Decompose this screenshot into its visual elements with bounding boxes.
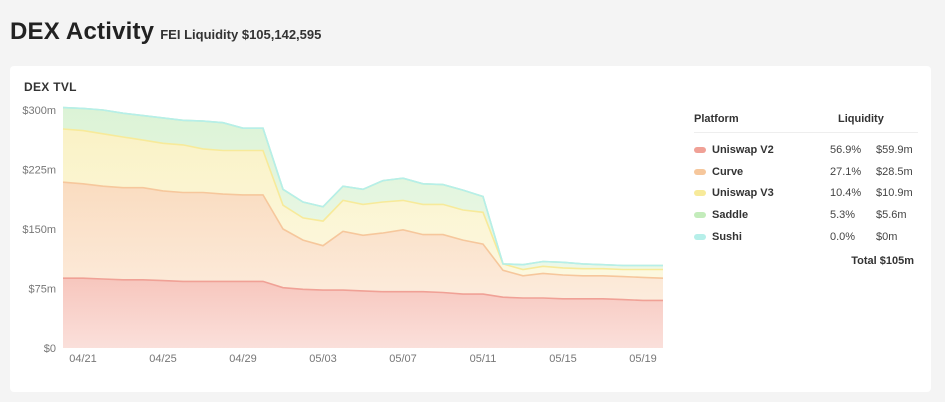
legend-percent: 10.4% <box>830 187 862 200</box>
legend-percent: 0.0% <box>830 230 856 243</box>
legend-platform-name: Uniswap V3 <box>712 187 774 200</box>
legend-liquidity-value: $0m <box>876 230 898 243</box>
legend-liquidity-value: $5.6m <box>876 208 907 221</box>
legend-liquidity-value: $28.5m <box>876 165 913 178</box>
dex-tvl-chart[interactable]: $0 $75m $150m $225m $300m 04/21 04/25 04/29 05/… <box>10 66 690 392</box>
x-tick-label: 05/03 <box>309 353 337 365</box>
legend-swatch <box>694 168 706 175</box>
platform-legend: Platform Liquidity Uniswap V2 56.9% $59.9m… <box>694 106 918 267</box>
legend-percent: 5.3% <box>830 208 856 221</box>
y-tick-label: $300m <box>22 105 56 117</box>
legend-liquidity-value: $10.9m <box>876 187 913 200</box>
legend-row[interactable]: Sushi 0.0% $0m <box>694 226 918 248</box>
legend-swatch <box>694 211 706 218</box>
x-tick-label: 05/07 <box>389 353 417 365</box>
card-title: DEX TVL <box>24 80 77 94</box>
area-series-curve[interactable] <box>63 182 663 301</box>
legend-platform-name: Saddle <box>712 208 749 221</box>
x-tick-label: 04/29 <box>229 353 257 365</box>
area-series-uniswap-v3[interactable] <box>63 129 663 279</box>
legend-percent: 56.9% <box>830 143 862 156</box>
legend-row[interactable]: Uniswap V2 56.9% $59.9m <box>694 139 918 161</box>
x-tick-label: 05/11 <box>470 353 497 365</box>
line-series-uniswap-v2 <box>63 277 663 302</box>
line-series-sushi <box>62 106 663 267</box>
fei-liquidity-subtitle: FEI Liquidity $105,142,595 <box>160 27 322 42</box>
x-tick-label: 05/15 <box>549 353 577 365</box>
page-header: DEX Activity FEI Liquidity $105,142,595 <box>10 18 321 46</box>
legend-swatch <box>694 233 706 240</box>
area-series-uniswap-v2[interactable] <box>63 278 663 348</box>
legend-platform-name: Uniswap V2 <box>712 143 774 156</box>
x-tick-label: 04/25 <box>149 353 177 365</box>
legend-percent: 27.1% <box>830 165 862 178</box>
legend-row[interactable]: Curve 27.1% $28.5m <box>694 161 918 183</box>
legend-liquidity-value: $59.9m <box>876 143 913 156</box>
legend-swatch <box>694 146 706 153</box>
line-series-curve <box>62 181 664 279</box>
x-tick-label: 04/21 <box>69 353 97 365</box>
legend-platform-name: Curve <box>712 165 744 178</box>
area-series-saddle[interactable] <box>63 107 663 270</box>
dex-tvl-card: DEX TVL $0 $75m $150m $225m $300m 04/21 04/25… <box>10 66 931 392</box>
liquidity-header: Liquidity <box>838 113 884 125</box>
y-tick-label: $0 <box>44 343 56 355</box>
page-title: DEX Activity <box>10 18 155 45</box>
y-tick-label: $225m <box>22 165 56 177</box>
legend-platform-name: Sushi <box>712 230 742 243</box>
x-tick-label: 05/19 <box>629 353 657 365</box>
y-tick-label: $150m <box>22 224 56 236</box>
y-tick-label: $75m <box>28 284 56 296</box>
legend-total: Total $105m <box>851 255 914 268</box>
legend-row[interactable]: Uniswap V3 10.4% $10.9m <box>694 182 918 204</box>
legend-header: Platform Liquidity <box>694 106 918 133</box>
legend-swatch <box>694 190 706 197</box>
legend-row[interactable]: Saddle 5.3% $5.6m <box>694 204 918 226</box>
line-series-uniswap-v3 <box>62 128 663 271</box>
platform-header: Platform <box>694 113 739 125</box>
